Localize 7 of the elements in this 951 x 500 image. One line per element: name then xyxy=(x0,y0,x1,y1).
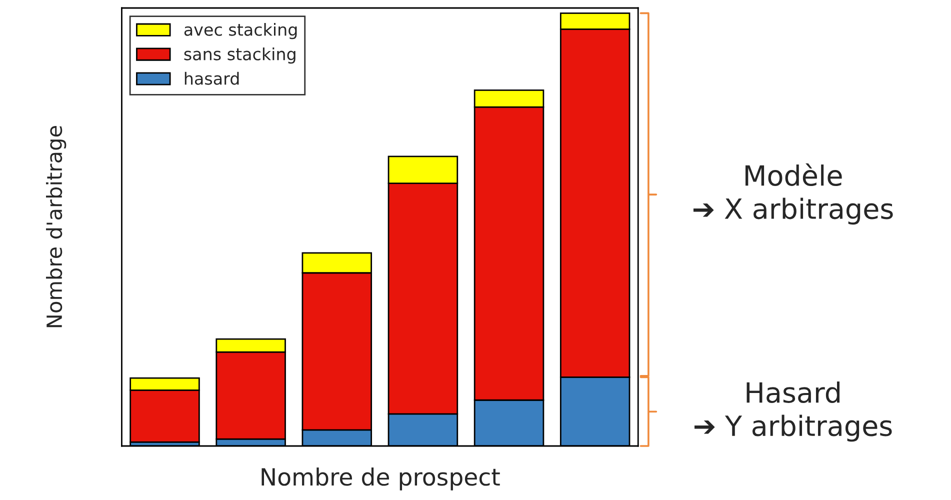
text: Hasard ➔ Y arbitrages xyxy=(694,382,892,442)
x-axis-title: Nombre de prospect xyxy=(262,468,500,490)
legend-label: sans stacking xyxy=(184,47,296,64)
legend-label: avec stacking xyxy=(184,23,297,40)
legend-label: hasard xyxy=(184,72,239,85)
y-axis-title: Nombre d'arbitrage xyxy=(46,126,66,328)
text: Modèle ➔ X arbitrages xyxy=(693,163,893,225)
